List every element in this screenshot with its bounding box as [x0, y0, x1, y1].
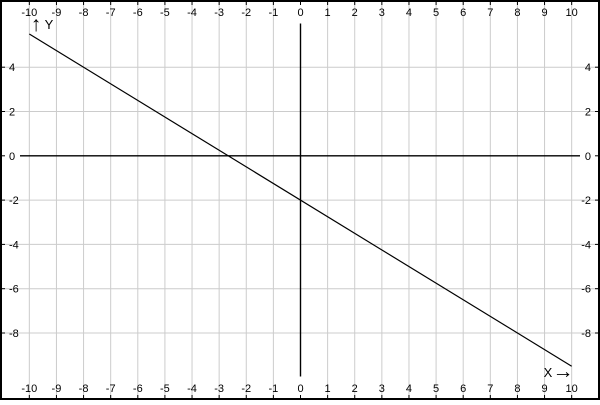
svg-text:0: 0	[9, 151, 15, 163]
svg-text:9: 9	[541, 383, 547, 395]
svg-text:-7: -7	[106, 7, 116, 19]
svg-text:-4: -4	[187, 7, 197, 19]
svg-text:5: 5	[433, 7, 439, 19]
svg-text:-6: -6	[9, 284, 19, 296]
svg-text:-2: -2	[241, 383, 251, 395]
svg-text:→: →	[553, 360, 574, 383]
svg-text:-7: -7	[106, 383, 116, 395]
svg-text:-8: -8	[79, 383, 89, 395]
svg-text:3: 3	[379, 383, 385, 395]
svg-text:1: 1	[325, 383, 331, 395]
svg-text:-5: -5	[160, 383, 170, 395]
svg-text:-8: -8	[9, 328, 19, 340]
svg-text:0: 0	[297, 383, 303, 395]
svg-text:↑: ↑	[31, 13, 42, 36]
svg-text:1: 1	[325, 7, 331, 19]
svg-text:4: 4	[9, 62, 15, 74]
svg-text:-6: -6	[581, 284, 591, 296]
svg-text:-2: -2	[9, 195, 19, 207]
svg-text:-4: -4	[187, 383, 197, 395]
svg-text:-10: -10	[21, 383, 37, 395]
svg-text:2: 2	[9, 107, 15, 119]
svg-text:-2: -2	[581, 195, 591, 207]
svg-text:-8: -8	[79, 7, 89, 19]
svg-text:-1: -1	[268, 383, 278, 395]
svg-text:8: 8	[514, 383, 520, 395]
svg-text:-6: -6	[133, 7, 143, 19]
svg-text:6: 6	[460, 7, 466, 19]
svg-text:-8: -8	[581, 328, 591, 340]
svg-text:8: 8	[514, 7, 520, 19]
svg-text:-5: -5	[160, 7, 170, 19]
svg-text:0: 0	[297, 7, 303, 19]
svg-text:-6: -6	[133, 383, 143, 395]
svg-text:4: 4	[585, 62, 591, 74]
svg-text:7: 7	[487, 383, 493, 395]
svg-text:4: 4	[406, 7, 412, 19]
svg-text:-4: -4	[9, 239, 19, 251]
svg-text:2: 2	[585, 107, 591, 119]
svg-text:5: 5	[433, 383, 439, 395]
svg-text:2: 2	[352, 383, 358, 395]
svg-text:7: 7	[487, 7, 493, 19]
svg-text:X: X	[544, 365, 553, 380]
svg-text:4: 4	[406, 383, 412, 395]
svg-text:Y: Y	[45, 17, 54, 32]
svg-text:3: 3	[379, 7, 385, 19]
svg-text:-4: -4	[581, 239, 591, 251]
svg-text:10: 10	[566, 383, 578, 395]
svg-text:-3: -3	[214, 7, 224, 19]
svg-text:2: 2	[352, 7, 358, 19]
svg-text:-1: -1	[268, 7, 278, 19]
svg-text:-9: -9	[52, 383, 62, 395]
svg-text:0: 0	[585, 151, 591, 163]
svg-text:-3: -3	[214, 383, 224, 395]
svg-text:10: 10	[566, 7, 578, 19]
svg-text:6: 6	[460, 383, 466, 395]
svg-text:9: 9	[541, 7, 547, 19]
svg-text:-2: -2	[241, 7, 251, 19]
